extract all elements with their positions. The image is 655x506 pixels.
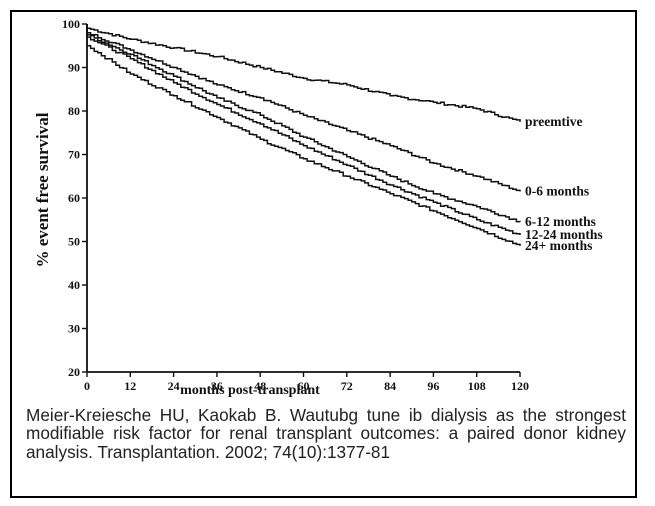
series-line-4 [86,24,521,246]
x-tick-label: 108 [468,379,486,393]
y-tick-label: 30 [68,322,80,336]
series-line-2 [86,24,521,223]
y-tick-label: 70 [68,148,80,162]
x-axis-label: months post-transplant [180,383,320,398]
y-tick-label: 100 [62,17,80,31]
y-tick-label: 60 [68,191,80,205]
x-tick-label: 24 [168,379,180,393]
chart-ticks: 20 30 40 50 60 70 80 90 100 0 12 24 36 48 60 72 84 96 108 1… [62,17,529,393]
x-tick-label: 12 [124,379,136,393]
y-tick-label: 80 [68,104,80,118]
x-tick-label: 60 [298,379,310,393]
x-tick-label: 36 [211,379,223,393]
series-label-1: 0-6 months [525,183,589,198]
figure-caption: Meier-Kreiesche HU, Kaokab B. Wautubg tu… [26,405,626,462]
y-tick-label: 20 [68,365,80,379]
x-tick-label: 0 [84,379,90,393]
series-label-0: preemtive [525,114,582,129]
figure-frame [10,10,637,498]
survival-chart: 20 30 40 50 60 70 80 90 100 0 12 24 36 48 60 72 84 96 108 1… [33,17,603,398]
y-axis-label: % event free survival [33,112,52,267]
x-tick-label: 96 [427,379,439,393]
x-tick-label: 72 [341,379,353,393]
chart-axes [86,24,520,373]
x-tick-label: 120 [511,379,529,393]
series-label-4: 24+ months [525,238,592,253]
y-tick-label: 40 [68,278,80,292]
series-label-2: 6-12 months [525,214,596,229]
x-tick-label: 84 [384,379,396,393]
series-line-3 [86,24,521,235]
x-tick-label: 48 [254,379,266,393]
series-label-3: 12-24 months [525,227,603,242]
y-tick-label: 50 [68,235,80,249]
series-line-1 [86,24,521,192]
series-line-0 [86,24,521,122]
y-tick-label: 90 [68,61,80,75]
